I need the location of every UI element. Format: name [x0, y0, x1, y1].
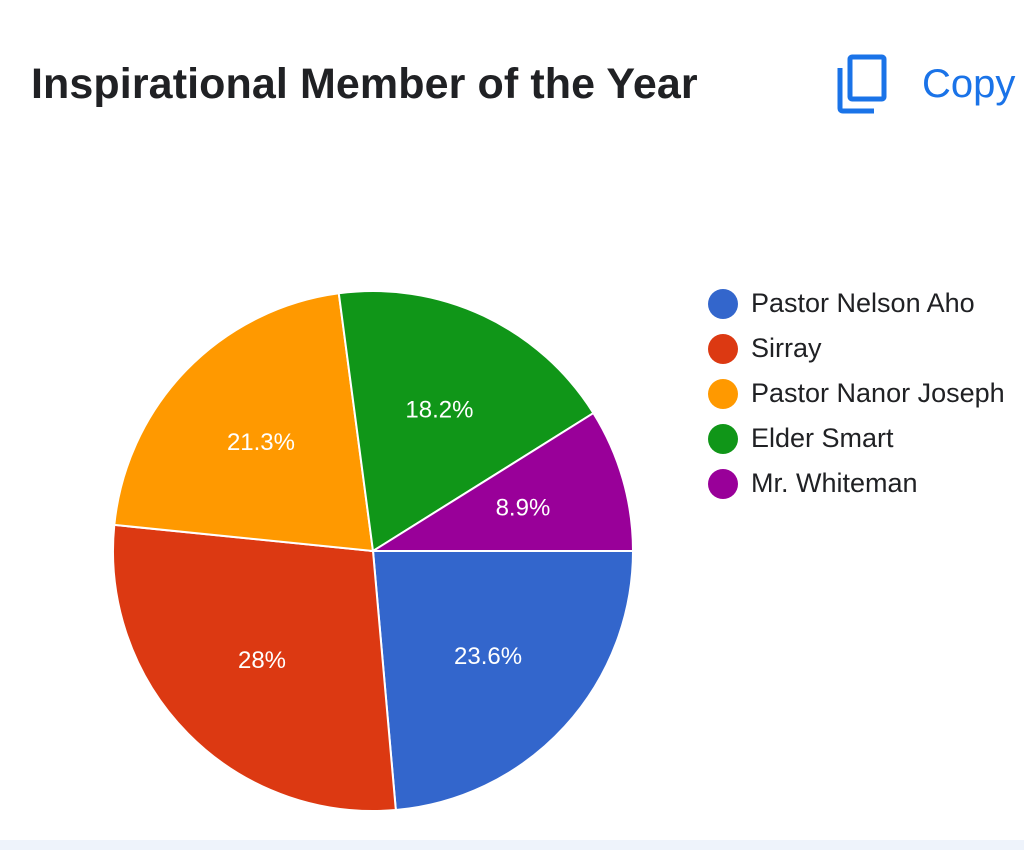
pie-labels: 23.6% 28% 21.3% 18.2% 8.9%: [227, 396, 550, 674]
chart-title: Inspirational Member of the Year: [31, 60, 698, 108]
legend-item-0[interactable]: Pastor Nelson Aho: [708, 285, 1008, 322]
legend-label-2: Pastor Nanor Joseph: [751, 378, 1005, 408]
pie-slice-label-0: 23.6%: [454, 643, 522, 670]
bottom-divider: [0, 840, 1024, 850]
legend-label-4: Mr. Whiteman: [751, 468, 918, 498]
chart-legend: Pastor Nelson Aho Sirray Pastor Nanor Jose…: [708, 285, 1008, 510]
pie-slice-label-4: 8.9%: [496, 494, 551, 521]
legend-item-1[interactable]: Sirray: [708, 330, 1008, 367]
legend-swatch-2: [708, 379, 738, 409]
pie-slices: [112, 290, 635, 812]
pie-slice-0[interactable]: [371, 550, 635, 812]
pie-slice-label-3: 18.2%: [405, 396, 473, 423]
legend-swatch-1: [708, 334, 738, 364]
pie-slice-4[interactable]: [369, 411, 635, 552]
copy-label: Copy: [922, 61, 1016, 106]
copy-button[interactable]: Copy: [836, 54, 1024, 114]
legend-swatch-0: [708, 289, 738, 319]
legend-swatch-4: [708, 469, 738, 499]
legend-label-3: Elder Smart: [751, 423, 894, 453]
copy-icon: [837, 54, 887, 114]
pie-slice-1[interactable]: [112, 523, 397, 812]
legend-item-2[interactable]: Pastor Nanor Joseph: [708, 375, 1008, 412]
pie-slice-3[interactable]: [337, 290, 595, 553]
legend-label-0: Pastor Nelson Aho: [751, 288, 975, 318]
pie-slice-label-2: 21.3%: [227, 429, 295, 456]
pie-slice-label-1: 28%: [238, 647, 286, 674]
legend-label-1: Sirray: [751, 333, 822, 363]
legend-item-3[interactable]: Elder Smart: [708, 420, 1008, 457]
pie-slice-2[interactable]: [113, 292, 375, 553]
legend-item-4[interactable]: Mr. Whiteman: [708, 465, 1008, 502]
legend-swatch-3: [708, 424, 738, 454]
